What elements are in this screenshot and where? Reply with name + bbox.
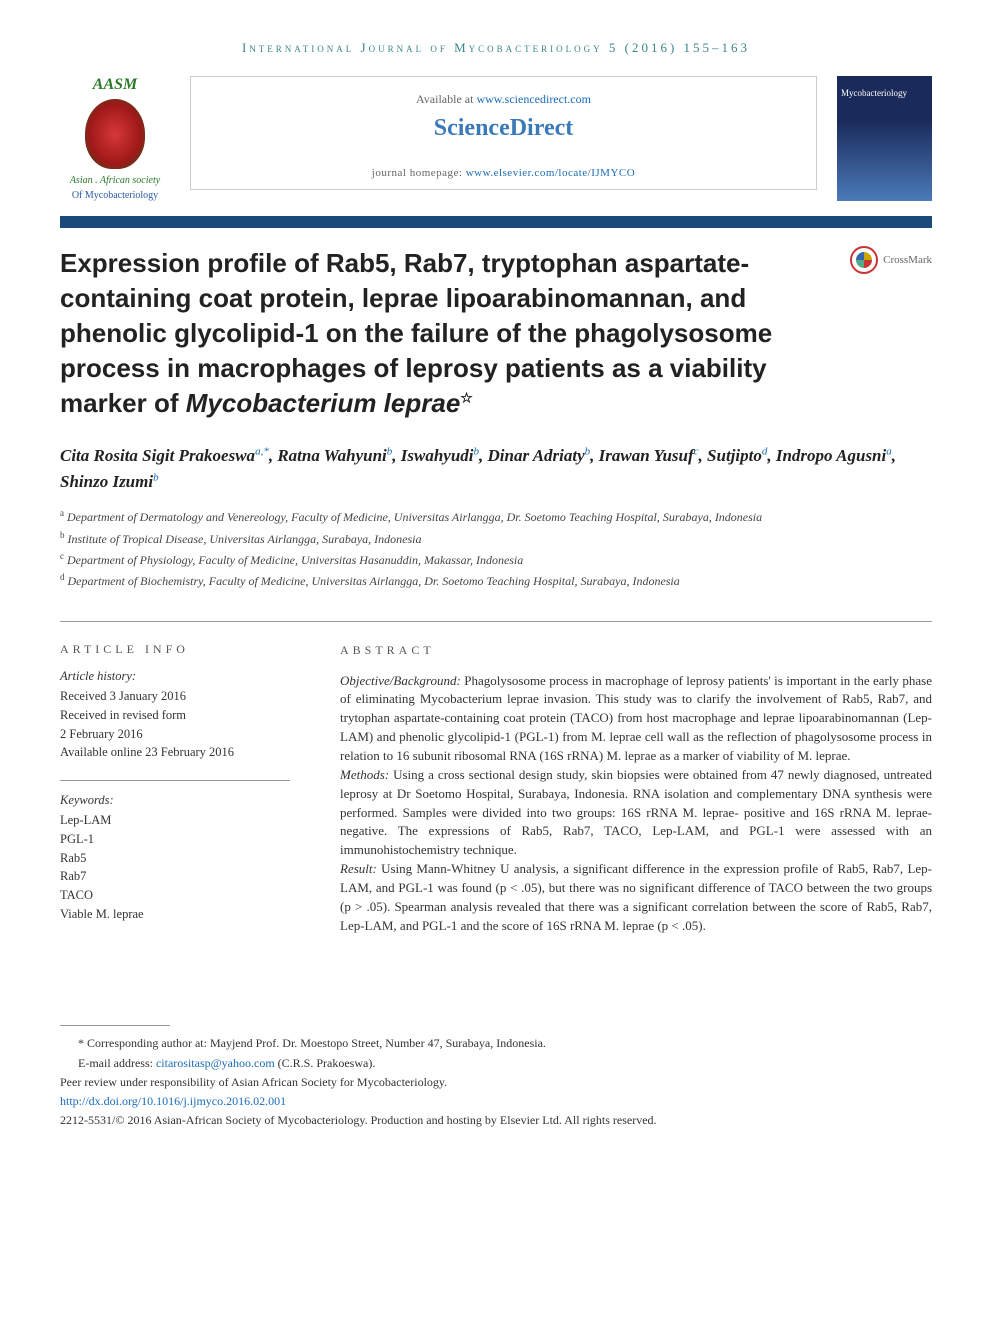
author: Dinar Adriatyb xyxy=(488,446,591,465)
history-line: Received 3 January 2016 xyxy=(60,687,290,706)
affiliation: c Department of Physiology, Faculty of M… xyxy=(60,549,932,570)
author: Ratna Wahyunib xyxy=(277,446,392,465)
crossmark-icon xyxy=(850,246,878,274)
society-acronym: AASM xyxy=(60,76,170,94)
society-logo: AASM Asian . African society Of Mycobact… xyxy=(60,76,170,201)
title-row: Expression profile of Rab5, Rab7, trypto… xyxy=(60,246,932,421)
affiliation: d Department of Biochemistry, Faculty of… xyxy=(60,570,932,591)
author: Iswahyudib xyxy=(401,446,479,465)
journal-cover-thumbnail: Mycobacteriology xyxy=(837,76,932,201)
author: Irawan Yusufc xyxy=(599,446,699,465)
history-line: Available online 23 February 2016 xyxy=(60,743,290,762)
cover-title: Mycobacteriology xyxy=(841,88,928,98)
divider xyxy=(60,621,932,622)
society-logo-icon xyxy=(85,99,145,169)
affiliation: a Department of Dermatology and Venereol… xyxy=(60,506,932,527)
keyword: PGL-1 xyxy=(60,830,290,849)
society-name-2: Of Mycobacteriology xyxy=(60,190,170,201)
journal-homepage-link[interactable]: www.elsevier.com/locate/IJMYCO xyxy=(466,167,635,179)
author: Cita Rosita Sigit Prakoeswaa,* xyxy=(60,446,269,465)
keywords-divider xyxy=(60,780,290,781)
history-line: Received in revised form xyxy=(60,706,290,725)
article-history-label: Article history: xyxy=(60,669,290,684)
abstract-column: ABSTRACT Objective/Background: Phagolyso… xyxy=(340,642,932,935)
separator-bar xyxy=(60,216,932,228)
center-publisher-block: Available at www.sciencedirect.com Scien… xyxy=(190,76,817,190)
journal-header: International Journal of Mycobacteriolog… xyxy=(60,40,932,56)
sciencedirect-brand: ScienceDirect xyxy=(211,115,796,142)
author: Shinzo Izumib xyxy=(60,472,159,491)
society-name-1: Asian . African society xyxy=(60,174,170,187)
abstract-methods: Methods: Using a cross sectional design … xyxy=(340,766,932,860)
abstract-result: Result: Using Mann-Whitney U analysis, a… xyxy=(340,860,932,935)
abstract-heading: ABSTRACT xyxy=(340,642,932,659)
journal-homepage: journal homepage: www.elsevier.com/locat… xyxy=(211,167,796,179)
copyright-line: 2212-5531/© 2016 Asian-African Society o… xyxy=(60,1111,932,1130)
article-info-heading: ARTICLE INFO xyxy=(60,642,290,657)
keywords-label: Keywords: xyxy=(60,793,290,808)
article-title: Expression profile of Rab5, Rab7, trypto… xyxy=(60,246,830,421)
crossmark-label: CrossMark xyxy=(883,254,932,266)
available-at: Available at www.sciencedirect.com xyxy=(211,92,796,107)
peer-review-note: Peer review under responsibility of Asia… xyxy=(60,1073,932,1092)
keyword: Rab5 xyxy=(60,849,290,868)
authors-list: Cita Rosita Sigit Prakoeswaa,*, Ratna Wa… xyxy=(60,443,932,494)
email-link[interactable]: citarositasp@yahoo.com xyxy=(156,1056,275,1070)
crossmark-badge[interactable]: CrossMark xyxy=(850,246,932,274)
footer: * Corresponding author at: Mayjend Prof.… xyxy=(60,1025,932,1130)
article-info-column: ARTICLE INFO Article history: Received 3… xyxy=(60,642,290,935)
top-section: AASM Asian . African society Of Mycobact… xyxy=(60,76,932,201)
affiliation: b Institute of Tropical Disease, Univers… xyxy=(60,528,932,549)
author: Sutjiptod xyxy=(707,446,767,465)
info-abstract-row: ARTICLE INFO Article history: Received 3… xyxy=(60,642,932,935)
abstract-objective: Objective/Background: Phagolysosome proc… xyxy=(340,672,932,766)
doi-link[interactable]: http://dx.doi.org/10.1016/j.ijmyco.2016.… xyxy=(60,1094,286,1108)
keyword: Rab7 xyxy=(60,867,290,886)
keyword: Lep-LAM xyxy=(60,811,290,830)
sciencedirect-link[interactable]: www.sciencedirect.com xyxy=(476,92,591,106)
author: Indropo Agusnia xyxy=(776,446,892,465)
footer-divider xyxy=(60,1025,170,1026)
keyword: Viable M. leprae xyxy=(60,905,290,924)
email-line: E-mail address: citarositasp@yahoo.com (… xyxy=(60,1054,932,1073)
history-line: 2 February 2016 xyxy=(60,725,290,744)
keyword: TACO xyxy=(60,886,290,905)
corresponding-author: * Corresponding author at: Mayjend Prof.… xyxy=(60,1034,932,1053)
affiliations-list: a Department of Dermatology and Venereol… xyxy=(60,506,932,591)
